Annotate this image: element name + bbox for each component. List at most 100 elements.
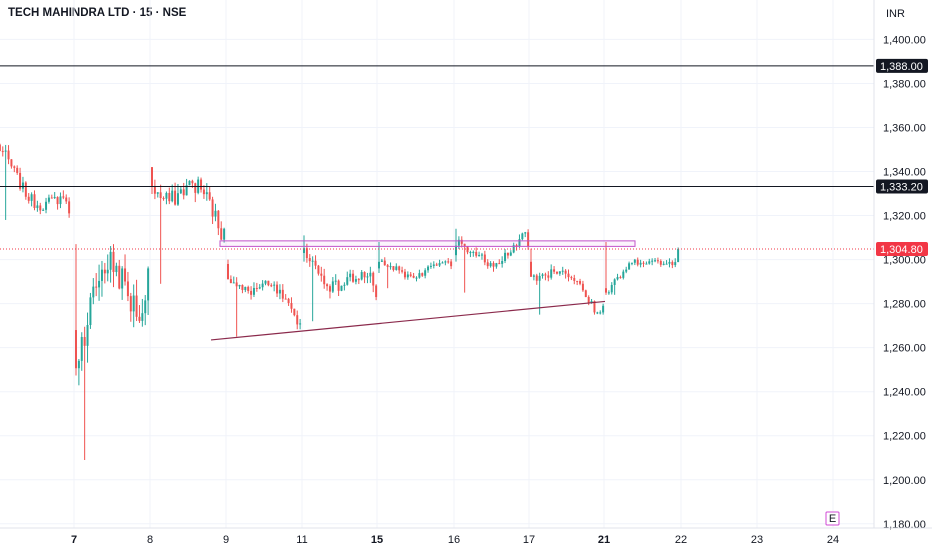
candle-body [62,196,65,198]
earnings-icon[interactable] [825,511,840,526]
candle-body [398,266,401,271]
candle-body [0,144,1,152]
candle-body [200,179,203,190]
candle-body [147,268,150,301]
candle-body [83,337,86,346]
candle-body [570,277,573,279]
candle-body [527,232,530,247]
candle-body [357,279,360,281]
level-price-label: 1,333.20 [880,181,923,193]
candle-body [558,271,561,274]
candle-body [581,283,584,291]
candle-body [561,270,564,272]
candle-body [435,264,438,266]
candle-body [121,268,124,289]
candle-body [296,315,299,325]
candle-body [504,252,507,261]
candle-body [553,269,556,272]
candle-body [633,259,636,263]
candle-body [495,263,498,267]
candle-body [343,284,346,286]
candle-body [671,261,674,266]
candle-body [100,269,103,281]
candle-body [162,198,165,200]
candle-body [625,269,628,272]
candle-body [457,239,460,246]
resistance-zone[interactable] [219,240,636,247]
candle-body [50,197,53,199]
price-tick-label: 1,280.00 [883,299,926,311]
candle-body [252,287,255,295]
candle-body [30,194,33,201]
candle-body [7,150,10,160]
candle-body [622,271,625,278]
price-tick-label: 1,380.00 [883,78,926,90]
candle-body [53,197,56,199]
candle-body [308,258,311,262]
candle-body [455,245,457,256]
candle-body [159,192,162,199]
candle-body [628,263,631,270]
candle-body [229,279,232,284]
candle-body [171,190,174,202]
candle-body [36,205,39,208]
candle-body [176,193,179,205]
candle-body [389,266,392,268]
price-tick-label: 1,360.00 [883,122,926,134]
candle-body [56,197,59,205]
candle-body [401,270,404,272]
candle-body [346,277,349,285]
candle-body [639,262,642,265]
currency-label: INR [886,8,905,20]
candle-body [654,260,657,262]
candle-body [352,273,355,282]
time-tick-label: 23 [751,534,763,546]
candle-body [677,249,680,263]
candle-body [75,330,77,369]
interval-label: 15 [139,7,153,19]
candle-body [115,265,118,273]
candle-body [267,280,270,286]
candle-body [287,298,290,304]
candle-body [42,209,45,211]
time-axis-ticks: 7 8 9 11 15 16 17 21 22 23 24 [71,534,839,546]
candle-body [337,280,340,291]
candle-body [466,246,469,253]
level-price-tag [876,179,928,194]
candle-body [59,196,62,205]
candle-body [429,265,432,267]
candle-body [530,261,532,277]
price-tick-label: 1,340.00 [883,167,926,179]
candle-body [89,297,92,326]
candle-body [205,192,208,195]
support-trendline[interactable] [210,300,606,341]
candle-body [276,284,279,294]
candle-body [535,275,538,281]
price-tick-label: 1,220.00 [883,431,926,443]
candle-body [524,232,527,234]
candle-body [521,233,524,240]
price-tick-label: 1,260.00 [883,343,926,355]
candle-body [501,260,504,264]
candle-body [238,285,241,287]
candle-body [593,301,596,313]
candle-body [1,151,4,153]
candle-body [270,285,273,287]
candle-body [144,300,147,314]
candle-body [273,284,276,286]
candle-body [179,189,182,194]
candle-body [418,273,421,278]
candle-body [103,269,106,274]
candle-body [95,286,98,288]
candle-body [68,201,71,214]
candle-body [576,280,579,282]
candle-body [27,196,30,201]
candle-body [10,159,13,167]
level-price-label: 1,388.00 [880,61,923,73]
candle-body [450,261,453,267]
candle-body [421,273,424,276]
candle-body [386,265,389,267]
candle-body [320,273,323,276]
candle-body [305,248,308,259]
